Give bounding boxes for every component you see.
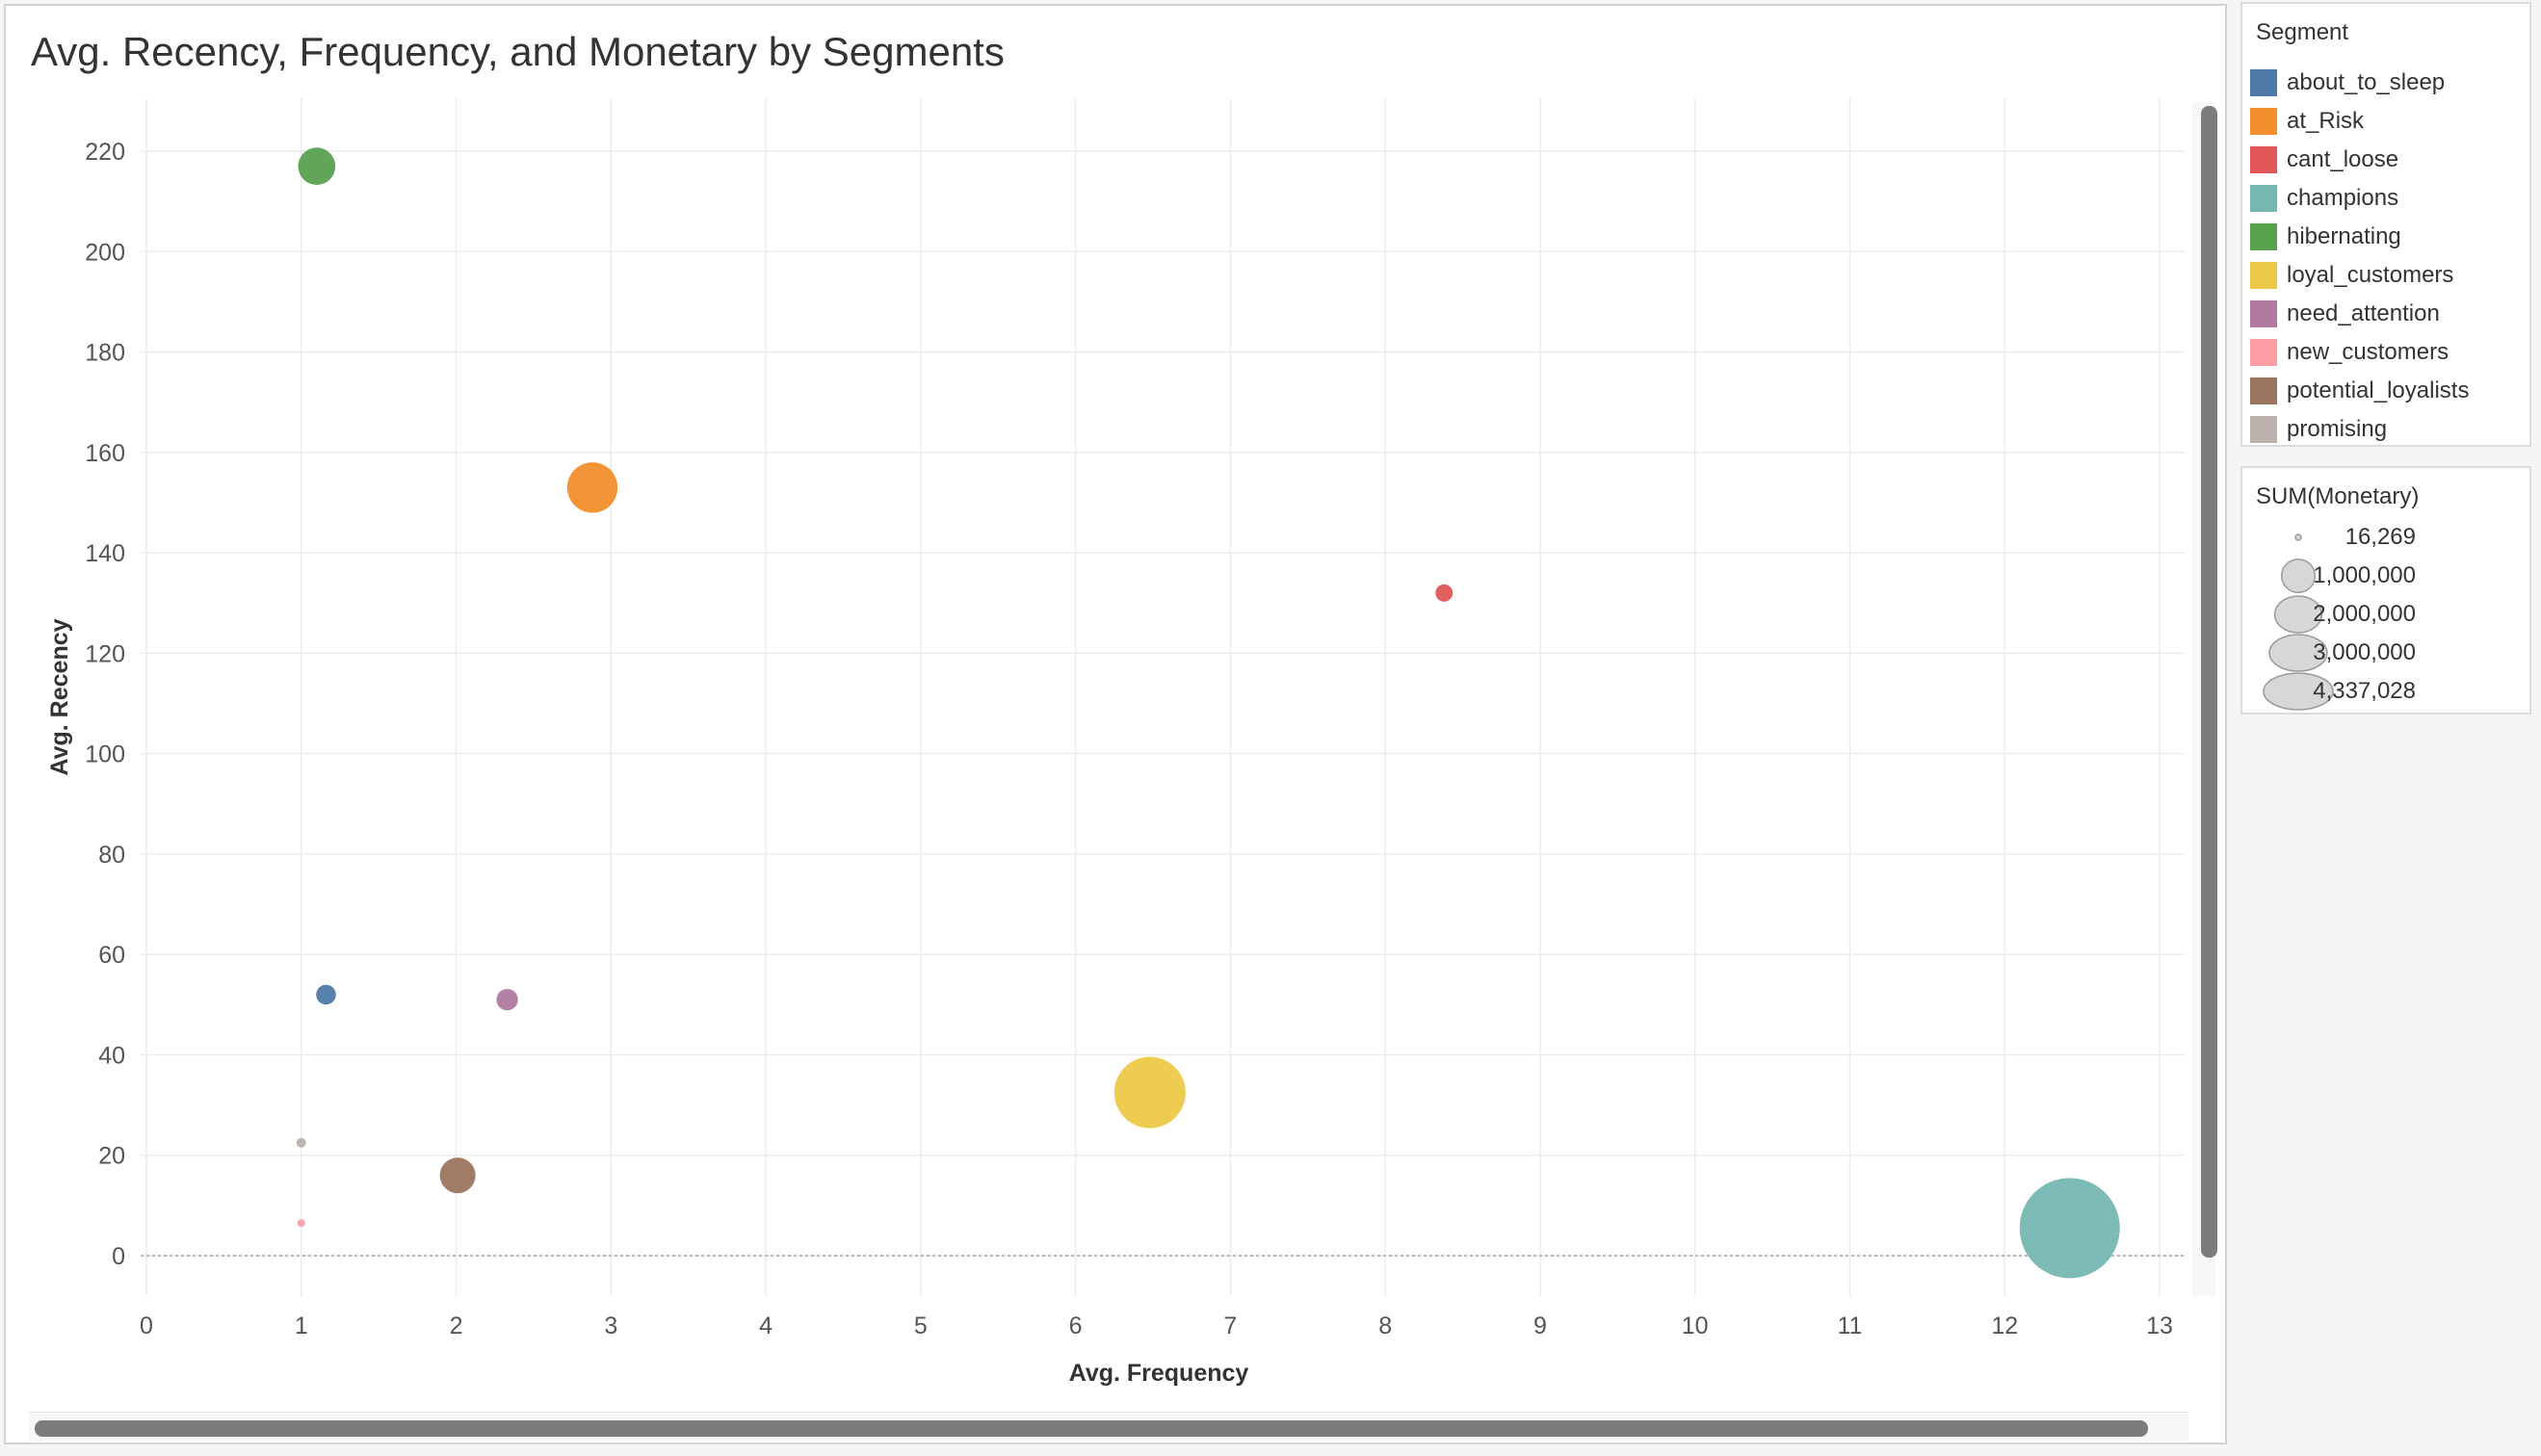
legend-item-potential-loyalists[interactable]: potential_loyalists (2242, 372, 2531, 410)
x-tick-label: 3 (604, 1313, 617, 1339)
scatter-plot[interactable]: 0 1 2 3 4 5 6 7 8 9 10 11 12 13 020406080100120140160… (6, 6, 2225, 1443)
legend-swatch (2250, 262, 2277, 289)
x-axis-title: Avg. Frequency (1069, 1360, 1249, 1387)
legend-item-need-attention[interactable]: need_attention (2242, 295, 2531, 333)
legend-item-promising[interactable]: promising (2242, 410, 2531, 449)
size-legend-item: 1,000,000 (2242, 557, 2531, 595)
x-tick-label: 8 (1378, 1313, 1392, 1339)
y-tick-label: 220 (85, 139, 125, 166)
y-tick-labels: 0 20 40 60 80 100 120 140 160 180 200 220 (85, 139, 125, 1270)
x-tick-labels: 0 1 2 3 4 5 6 7 8 9 10 11 12 13 (140, 1313, 2173, 1339)
x-tick-label: 0 (140, 1313, 153, 1339)
data-point-champions[interactable] (2019, 1178, 2120, 1279)
y-tick-label: 40 (98, 1042, 125, 1069)
legend-swatch (2250, 416, 2277, 443)
x-tick-label: 1 (295, 1313, 308, 1339)
size-legend-label: 3,000,000 (2313, 639, 2416, 665)
legend-label: champions (2287, 185, 2399, 211)
y-tick-label: 80 (98, 842, 125, 869)
y-axis-title: Avg. Recency (46, 618, 73, 775)
size-legend-title: SUM(Monetary) (2256, 483, 2420, 509)
y-tick-label: 20 (98, 1143, 125, 1170)
y-tick-label: 180 (85, 340, 125, 367)
x-tick-label: 10 (1682, 1313, 1709, 1339)
data-point-loyal-customers[interactable] (1113, 1056, 1186, 1129)
data-point-at-Risk[interactable] (566, 462, 618, 513)
segment-legend-title: Segment (2256, 19, 2349, 45)
data-point-promising[interactable] (296, 1137, 306, 1148)
data-point-new-customers[interactable] (297, 1219, 305, 1228)
size-legend-item: 16,269 (2242, 518, 2531, 557)
y-tick-label: 60 (98, 942, 125, 969)
legend-swatch (2250, 146, 2277, 173)
legend-item-hibernating[interactable]: hibernating (2242, 218, 2531, 256)
y-tick-label: 160 (85, 440, 125, 467)
y-tick-label: 0 (112, 1243, 125, 1270)
legend-item-cant-loose[interactable]: cant_loose (2242, 141, 2531, 179)
size-legend-label: 4,337,028 (2313, 678, 2416, 704)
legend-item-champions[interactable]: champions (2242, 179, 2531, 218)
legend-label: at_Risk (2287, 108, 2365, 134)
legend-label: potential_loyalists (2287, 377, 2470, 403)
size-legend-item: 4,337,028 (2242, 672, 2531, 711)
legend-swatch (2250, 300, 2277, 327)
x-tick-label: 11 (1837, 1313, 1862, 1339)
legend-swatch (2250, 223, 2277, 250)
legend-label: cant_loose (2287, 146, 2399, 172)
data-point-potential-loyalists[interactable] (439, 1157, 476, 1194)
x-tick-label: 6 (1069, 1313, 1083, 1339)
size-legend-circle (2280, 558, 2317, 594)
x-tick-label: 5 (914, 1313, 928, 1339)
y-tick-label: 120 (85, 640, 125, 667)
size-legend-label: 16,269 (2345, 524, 2416, 550)
monetary-size-legend[interactable]: SUM(Monetary) 16,269 1,000,000 2,000,000 3,… (2240, 466, 2531, 715)
legend-label: need_attention (2287, 300, 2440, 326)
x-tick-label: 7 (1223, 1313, 1237, 1339)
size-legend-circle (2273, 595, 2323, 634)
chart-title: Avg. Recency, Frequency, and Monetary by… (31, 29, 1005, 74)
data-point-hibernating[interactable] (298, 147, 336, 185)
size-legend-circle (2294, 533, 2302, 541)
size-legend-label: 1,000,000 (2313, 562, 2416, 588)
legend-swatch (2250, 377, 2277, 404)
legend-item-loyal-customers[interactable]: loyal_customers (2242, 256, 2531, 295)
data-points (296, 147, 2120, 1279)
x-tick-label: 2 (450, 1313, 463, 1339)
size-legend-circles (2263, 533, 2334, 711)
x-tick-label: 4 (759, 1313, 773, 1339)
size-legend-circle (2263, 672, 2334, 711)
vertical-scrollbar-thumb[interactable] (2201, 106, 2217, 1258)
horizontal-scrollbar-thumb[interactable] (35, 1420, 2148, 1437)
x-tick-label: 13 (2146, 1313, 2173, 1339)
size-legend-label: 2,000,000 (2313, 601, 2416, 627)
legend-item-about-to-sleep[interactable]: about_to_sleep (2242, 64, 2531, 102)
legend-label: new_customers (2287, 339, 2449, 365)
grid-layer (141, 98, 2185, 1296)
size-legend-item: 3,000,000 (2242, 634, 2531, 672)
data-point-about-to-sleep[interactable] (316, 984, 336, 1005)
x-tick-label: 9 (1533, 1313, 1547, 1339)
legend-swatch (2250, 108, 2277, 135)
y-tick-label: 140 (85, 540, 125, 567)
y-tick-label: 200 (85, 239, 125, 266)
worksheet-panel: Avg. Recency, Frequency, and Monetary by… (4, 4, 2227, 1444)
legend-item-new-customers[interactable]: new_customers (2242, 333, 2531, 372)
legend-label: promising (2287, 416, 2388, 442)
legend-swatch (2250, 185, 2277, 212)
x-tick-label: 12 (1991, 1313, 2018, 1339)
legend-label: hibernating (2287, 223, 2401, 249)
data-point-need-attention[interactable] (496, 988, 518, 1011)
data-point-cant-loose[interactable] (1435, 584, 1454, 602)
size-legend-circle (2268, 634, 2328, 672)
legend-label: about_to_sleep (2287, 69, 2446, 95)
legend-swatch (2250, 69, 2277, 96)
legend-label: loyal_customers (2287, 262, 2454, 288)
y-tick-label: 100 (85, 741, 125, 768)
legend-swatch (2250, 339, 2277, 366)
size-legend-item: 2,000,000 (2242, 595, 2531, 634)
legend-item-at-Risk[interactable]: at_Risk (2242, 102, 2531, 141)
